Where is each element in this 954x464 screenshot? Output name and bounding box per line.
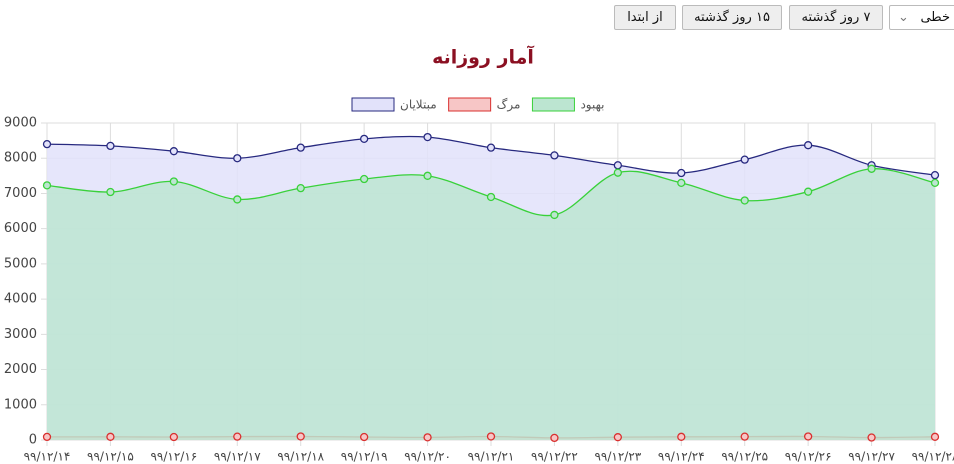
data-point (106, 432, 115, 441)
x-tick-label: ۹۹/۱۲/۲۵ (721, 450, 768, 464)
data-point (42, 432, 52, 442)
data-point (169, 177, 179, 186)
x-tick-label: ۹۹/۱۲/۱۷ (214, 450, 261, 464)
data-point (613, 161, 623, 170)
data-point (233, 432, 242, 441)
data-point (867, 164, 876, 173)
x-tick-label: ۹۹/۱۲/۱۶ (150, 450, 197, 464)
data-point (803, 187, 813, 196)
data-point (42, 181, 52, 190)
data-point (423, 433, 432, 442)
y-tick-label: 4000 (4, 292, 37, 307)
select-text: خطی (920, 10, 950, 25)
data-point (359, 134, 369, 144)
data-point (867, 433, 876, 442)
y-tick-label: 8000 (4, 151, 37, 166)
y-tick-label: 5000 (4, 256, 37, 271)
from-start-button[interactable]: از ابتدا (614, 5, 676, 30)
x-tick-label: ۹۹/۱۲/۱۴ (24, 450, 71, 464)
data-point (613, 168, 623, 177)
data-point (613, 433, 623, 442)
chart-kind-select[interactable]: خطی ⌄ (889, 5, 954, 30)
x-tick-label: ۹۹/۱۲/۲۴ (658, 450, 705, 464)
data-point (106, 141, 115, 151)
legend-label: بهبود (580, 98, 604, 113)
data-point (486, 432, 496, 441)
x-tick-label: ۹۹/۱۲/۲۸ (912, 450, 954, 464)
legend-label: مبتلایان (400, 98, 437, 112)
x-tick-label: ۹۹/۱۲/۱۸ (277, 450, 324, 464)
data-point (740, 155, 749, 164)
data-point (486, 192, 496, 202)
data-point (296, 184, 305, 193)
data-point (550, 210, 559, 220)
data-point (740, 432, 749, 441)
x-tick-label: ۹۹/۱۲/۲۱ (468, 450, 515, 464)
data-point (359, 432, 369, 442)
x-tick-label: ۹۹/۱۲/۲۳ (594, 450, 641, 464)
data-point (740, 196, 749, 205)
data-point (677, 178, 686, 188)
series-area (47, 168, 935, 440)
y-tick-label: 2000 (4, 362, 37, 377)
data-point (803, 432, 813, 441)
data-point (359, 174, 369, 184)
data-point (677, 432, 686, 441)
legend-swatch (531, 97, 575, 112)
last-7-button[interactable]: ۷ روز گذشته (789, 5, 883, 30)
x-tick-label: ۹۹/۱۲/۱۵ (87, 450, 134, 464)
x-tick-label: ۹۹/۱۲/۲۰ (404, 450, 451, 464)
data-point (42, 139, 52, 149)
data-point (106, 187, 115, 197)
data-point (296, 143, 305, 152)
data-point (930, 178, 940, 188)
legend-label: مرگ (497, 98, 521, 113)
select-arrow: ⌄ (898, 10, 909, 25)
data-point (169, 147, 179, 156)
data-point (930, 432, 940, 441)
data-point (486, 143, 496, 152)
data-point (803, 141, 813, 150)
y-tick-label: 7000 (4, 186, 37, 201)
last-15-button[interactable]: ۱۵ روز گذشته (682, 5, 782, 30)
data-point (423, 132, 432, 142)
y-tick-label: 9000 (4, 116, 37, 131)
data-point (677, 168, 686, 178)
data-point (423, 171, 432, 180)
data-point (930, 170, 940, 180)
chart-title: آمار روزانه (432, 45, 534, 69)
data-point (550, 433, 559, 443)
data-point (233, 195, 242, 204)
data-point (296, 432, 305, 441)
x-tick-label: ۹۹/۱۲/۲۲ (531, 450, 578, 464)
y-tick-label: 3000 (4, 327, 37, 342)
data-point (550, 151, 559, 160)
y-tick-label: 1000 (4, 397, 37, 412)
x-tick-label: ۹۹/۱۲/۲۷ (848, 450, 895, 464)
y-tick-label: 6000 (4, 221, 37, 236)
x-tick-label: ۹۹/۱۲/۱۹ (341, 450, 388, 464)
legend-swatch (448, 97, 492, 112)
data-point (169, 432, 179, 442)
y-tick-label: 0 (29, 433, 37, 448)
data-point (233, 154, 242, 163)
x-tick-label: ۹۹/۱۲/۲۶ (785, 450, 832, 464)
legend-swatch (351, 97, 395, 112)
